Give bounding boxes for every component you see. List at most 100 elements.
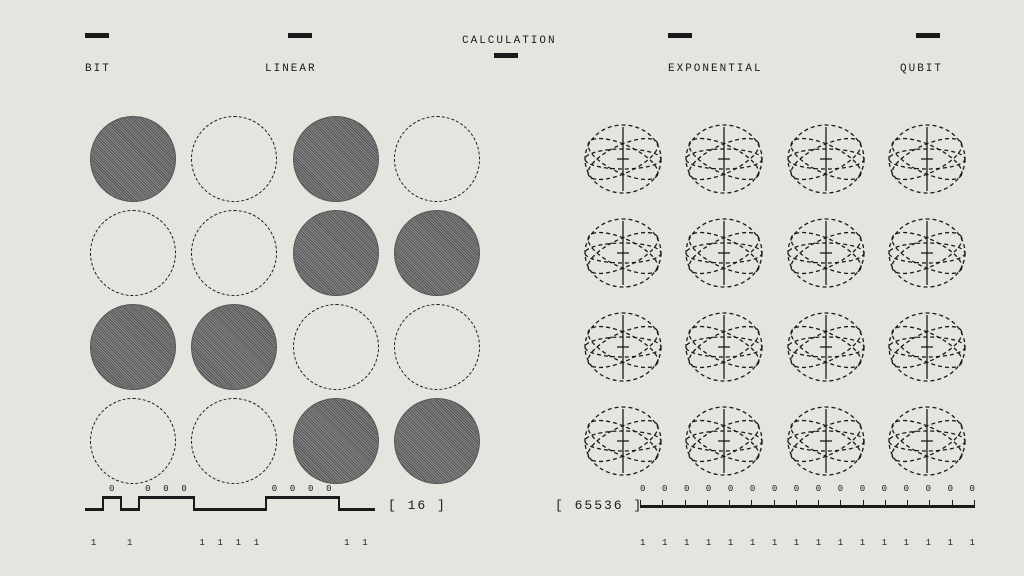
qubit-num: 0 (970, 484, 975, 494)
qubit-tick (729, 500, 730, 508)
count-right: [ 65536 ] (555, 498, 643, 513)
label-bit: BIT (85, 63, 111, 75)
bit-seg-connector (102, 496, 104, 511)
qubit-num: 0 (860, 484, 865, 494)
bit-num (121, 484, 139, 494)
bit-num: 1 (212, 538, 230, 548)
qubit-sequence-bottom: 1111111111111111 (640, 538, 975, 548)
qubit-num: 0 (750, 484, 755, 494)
bit-num (248, 484, 266, 494)
label-exponential: EXPONENTIAL (668, 63, 763, 75)
bit-num (103, 538, 121, 548)
tick-center (494, 53, 518, 58)
bit-seg (212, 508, 230, 511)
bit-seg (339, 508, 357, 511)
qubit-cell (880, 397, 976, 485)
bit-cell (288, 303, 384, 391)
tick-exponential (668, 33, 692, 38)
bit-circle-one (293, 398, 379, 484)
bit-seg-connector (138, 496, 140, 511)
bit-num (194, 484, 212, 494)
bit-num: 0 (103, 484, 121, 494)
qubit-num: 0 (772, 484, 777, 494)
tick-qubit (916, 33, 940, 38)
bloch-sphere-icon (781, 213, 871, 293)
qubit-num: 0 (882, 484, 887, 494)
bloch-sphere-icon (781, 119, 871, 199)
qubit-cell (575, 209, 671, 297)
bloch-sphere-icon (578, 119, 668, 199)
title-calculation: CALCULATION (462, 35, 557, 47)
bloch-sphere-icon (578, 213, 668, 293)
qubit-cell (778, 397, 874, 485)
qubit-sequence: 0000000000000000 1111111111111111 (640, 494, 975, 534)
qubit-num: 1 (882, 538, 887, 548)
qubit-num: 0 (838, 484, 843, 494)
bit-seg (103, 496, 121, 499)
tick-linear (288, 33, 312, 38)
qubit-num: 0 (816, 484, 821, 494)
bit-seg (303, 496, 321, 499)
bit-num (356, 484, 374, 494)
bit-cell (187, 303, 283, 391)
bit-circle-one (293, 210, 379, 296)
bit-cell (288, 397, 384, 485)
qubit-num: 1 (904, 538, 909, 548)
bloch-sphere-icon (578, 401, 668, 481)
qubit-num: 1 (838, 538, 843, 548)
bit-num (302, 538, 320, 548)
bit-cell (85, 115, 181, 203)
bloch-sphere-icon (882, 401, 972, 481)
qubit-num: 0 (728, 484, 733, 494)
bloch-sphere-icon (679, 401, 769, 481)
bit-cell (390, 115, 486, 203)
qubit-tick (640, 500, 641, 508)
qubit-tick (907, 500, 908, 508)
bit-circle-zero (191, 210, 277, 296)
bit-cell (85, 397, 181, 485)
bloch-sphere-icon (882, 307, 972, 387)
bit-seg (176, 496, 194, 499)
bit-num (284, 538, 302, 548)
bit-num: 0 (320, 484, 338, 494)
bit-num: 1 (230, 538, 248, 548)
count-left: [ 16 ] (388, 498, 447, 513)
qubit-num: 1 (750, 538, 755, 548)
bit-num (139, 538, 157, 548)
qubit-grid (575, 115, 975, 485)
bit-circle-one (191, 304, 277, 390)
qubit-tick (840, 500, 841, 508)
qubit-cell (677, 303, 773, 391)
bit-cell (85, 209, 181, 297)
bloch-sphere-icon (679, 213, 769, 293)
qubit-cell (778, 209, 874, 297)
bit-num: 1 (248, 538, 266, 548)
bit-circle-zero (191, 398, 277, 484)
qubit-num: 0 (904, 484, 909, 494)
label-qubit: QUBIT (900, 63, 943, 75)
bit-cell (85, 303, 181, 391)
bit-num: 0 (157, 484, 175, 494)
bit-seg (357, 508, 375, 511)
bit-seg (139, 496, 157, 499)
qubit-tick (662, 500, 663, 508)
qubit-num: 1 (794, 538, 799, 548)
bit-seg (121, 508, 139, 511)
bit-circle-zero (90, 398, 176, 484)
bit-circle-zero (293, 304, 379, 390)
bit-circle-zero (191, 116, 277, 202)
bit-circle-one (293, 116, 379, 202)
qubit-num: 1 (772, 538, 777, 548)
bit-sequence-bottom: 11111111 (85, 538, 375, 548)
qubit-tick (952, 500, 953, 508)
bit-num: 0 (284, 484, 302, 494)
qubit-cell (778, 303, 874, 391)
qubit-num: 0 (948, 484, 953, 494)
qubit-num: 0 (794, 484, 799, 494)
bit-num: 1 (194, 538, 212, 548)
bit-cell (390, 397, 486, 485)
qubit-tick (818, 500, 819, 508)
bit-cell (390, 303, 486, 391)
label-linear: LINEAR (265, 63, 317, 75)
qubit-num: 1 (728, 538, 733, 548)
